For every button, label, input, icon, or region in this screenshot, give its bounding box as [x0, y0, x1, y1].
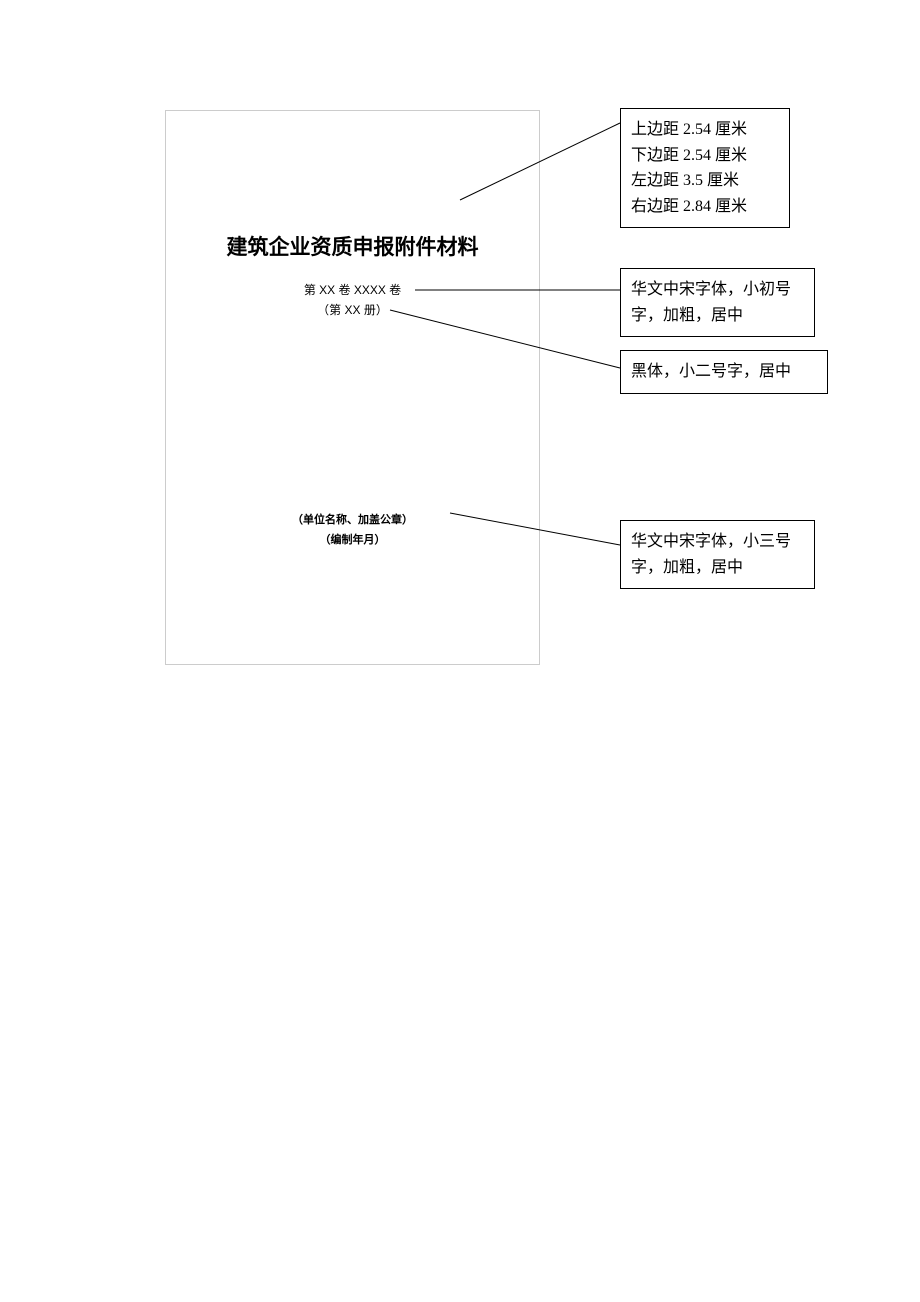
- annotation-title-style: 华文中宋字体，小初号 字，加粗，居中: [620, 268, 815, 337]
- document-page: 建筑企业资质申报附件材料 第 XX 卷 XXXX 卷 （第 XX 册） （单位名…: [165, 110, 540, 665]
- document-footer-line2: （编制年月）: [166, 531, 539, 547]
- annotation-text: 左边距 3.5 厘米: [631, 168, 779, 194]
- document-title: 建筑企业资质申报附件材料: [166, 231, 539, 261]
- document-footer-line1: （单位名称、加盖公章）: [166, 511, 539, 527]
- annotation-margins: 上边距 2.54 厘米 下边距 2.54 厘米 左边距 3.5 厘米 右边距 2…: [620, 108, 790, 228]
- annotation-footer-style: 华文中宋字体，小三号 字，加粗，居中: [620, 520, 815, 589]
- annotation-text: 字，加粗，居中: [631, 555, 804, 581]
- document-subtitle-line1: 第 XX 卷 XXXX 卷: [166, 281, 539, 298]
- document-subtitle-line2: （第 XX 册）: [166, 301, 539, 318]
- annotation-text: 黑体，小二号字，居中: [631, 359, 817, 385]
- annotation-subtitle-style: 黑体，小二号字，居中: [620, 350, 828, 394]
- annotation-text: 上边距 2.54 厘米: [631, 117, 779, 143]
- annotation-text: 字，加粗，居中: [631, 303, 804, 329]
- annotation-text: 华文中宋字体，小初号: [631, 277, 804, 303]
- annotation-text: 下边距 2.54 厘米: [631, 143, 779, 169]
- annotation-text: 华文中宋字体，小三号: [631, 529, 804, 555]
- annotation-text: 右边距 2.84 厘米: [631, 194, 779, 220]
